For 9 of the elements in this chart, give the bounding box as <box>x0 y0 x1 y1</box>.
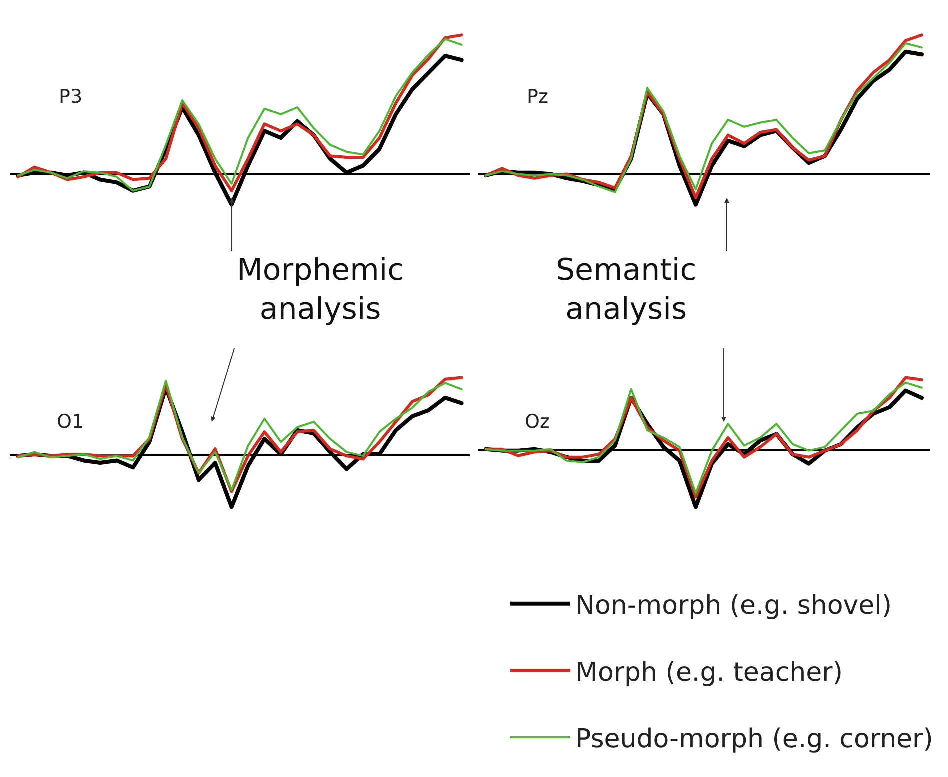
text: Morphemic analysis <box>237 253 404 327</box>
legend-label: Morph (e.g. teacher) <box>576 658 843 688</box>
text: Semantic analysis <box>556 253 697 327</box>
text: Oz <box>525 411 550 433</box>
legend-label: Pseudo-morph (e.g. corner) <box>576 724 934 755</box>
legend-label: Non-morph (e.g. shovel) <box>576 591 892 621</box>
text: P3 <box>59 86 83 108</box>
text: O1 <box>57 411 84 433</box>
text: Pz <box>527 86 548 108</box>
